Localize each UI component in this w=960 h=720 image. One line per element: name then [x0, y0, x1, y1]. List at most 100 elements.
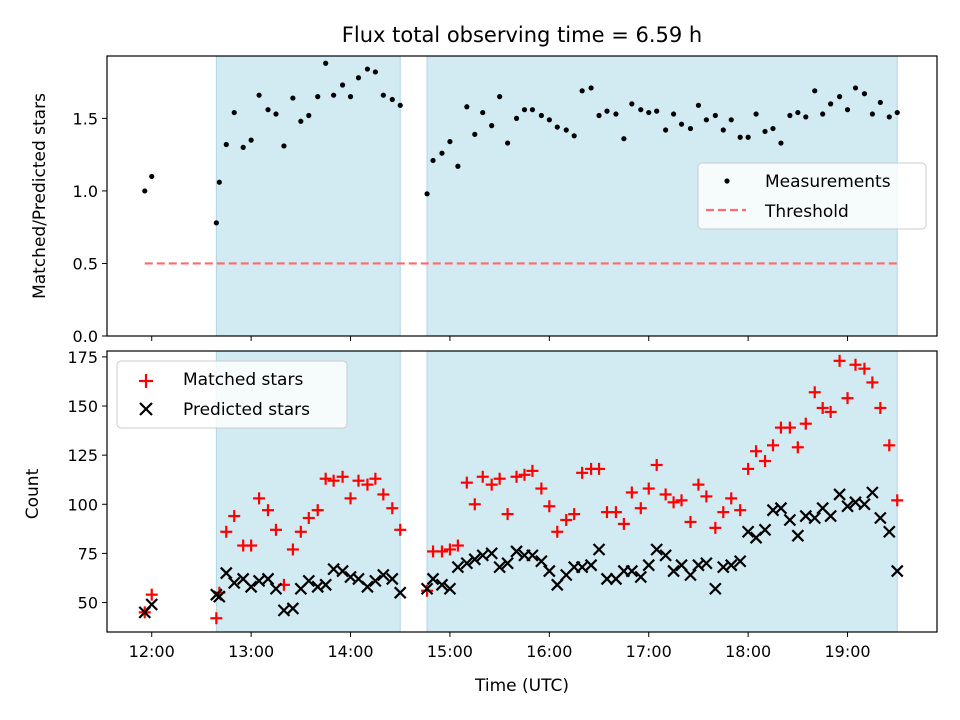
predicted-point-70 — [783, 513, 797, 527]
matched-point-5 — [228, 510, 241, 523]
matched-point-26 — [421, 584, 434, 597]
predicted-point-73 — [808, 511, 822, 525]
measurement-point-7 — [248, 137, 254, 143]
measurement-point-53 — [646, 109, 652, 116]
measurement-point-15 — [315, 94, 321, 100]
x-tick-label-4: 16:00 — [526, 642, 572, 661]
matched-point-68 — [766, 439, 779, 452]
matched-point-28 — [435, 545, 448, 558]
y-tick-label-1: 75 — [78, 544, 98, 563]
matched-point-59 — [692, 478, 705, 491]
matched-point-72 — [799, 417, 812, 430]
matched-point-63 — [725, 492, 738, 505]
matched-point-56 — [667, 496, 680, 509]
measurement-point-32 — [472, 131, 478, 137]
matched-point-40 — [535, 482, 548, 495]
predicted-point-37 — [510, 545, 523, 558]
legend-threshold-label: Threshold — [764, 202, 849, 222]
predicted-point-67 — [758, 523, 772, 537]
measurement-point-81 — [877, 99, 883, 106]
predicted-point-46 — [584, 558, 598, 572]
matched-point-74 — [816, 401, 829, 414]
matched-point-31 — [460, 476, 473, 489]
measurement-point-26 — [424, 191, 430, 197]
measurement-point-77 — [844, 107, 851, 113]
matched-point-53 — [642, 482, 655, 495]
y-tick-label-1: 0.5 — [73, 254, 98, 273]
predicted-point-9 — [261, 572, 275, 586]
top-y-ticks: 0.0 0.5 1.0 1.5 — [73, 109, 107, 346]
matched-point-61 — [709, 521, 722, 534]
matched-point-37 — [510, 470, 523, 483]
matched-point-19 — [344, 492, 357, 505]
measurement-point-9 — [265, 107, 271, 113]
measurement-point-3 — [216, 179, 222, 185]
predicted-point-26 — [420, 582, 434, 596]
matched-point-81 — [874, 401, 887, 414]
measurement-point-73 — [812, 88, 818, 94]
matched-point-80 — [866, 376, 879, 389]
matched-point-1 — [145, 588, 158, 601]
matched-point-45 — [576, 466, 589, 479]
bottom-y-axis-label: Count — [23, 468, 43, 519]
matched-point-22 — [369, 472, 382, 485]
x-tick-label-2: 14:00 — [327, 642, 373, 661]
predicted-point-7 — [244, 580, 258, 594]
predicted-point-54 — [650, 543, 663, 556]
measurement-point-49 — [613, 111, 619, 117]
predicted-point-64 — [733, 554, 747, 568]
predicted-point-10 — [269, 582, 283, 596]
measurement-point-72 — [803, 114, 809, 120]
predicted-point-34 — [485, 547, 498, 560]
measurement-point-43 — [563, 127, 569, 133]
y-tick-label-2: 1.0 — [73, 182, 98, 201]
predicted-point-40 — [535, 554, 548, 568]
measurement-point-28 — [439, 150, 445, 156]
top-x-ticks — [151, 336, 849, 341]
predicted-point-76 — [833, 488, 846, 501]
bottom-panel-counts: 50 75 100 125 150 175 12:00 13:00 14:00 15:00 16:… — [23, 348, 938, 661]
predicted-point-80 — [866, 486, 879, 499]
matched-point-8 — [253, 492, 266, 505]
predicted-point-82 — [883, 525, 896, 539]
matched-point-32 — [468, 498, 481, 511]
measurement-point-27 — [430, 157, 436, 164]
measurement-point-46 — [588, 85, 594, 91]
x-tick-label-6: 18:00 — [725, 642, 771, 661]
predicted-point-27 — [426, 572, 440, 586]
predicted-point-55 — [659, 549, 672, 562]
predicted-point-57 — [675, 558, 688, 572]
measurement-point-38 — [521, 107, 528, 113]
predicted-point-69 — [774, 501, 788, 515]
measurement-point-29 — [447, 138, 453, 145]
predicted-point-41 — [543, 564, 556, 578]
matched-point-67 — [759, 455, 772, 468]
matched-point-75 — [824, 405, 837, 418]
bottom-y-ticks: 50 75 100 125 150 175 — [67, 348, 107, 613]
observing-window-2 — [426, 350, 898, 633]
matched-point-42 — [551, 525, 564, 538]
x-tick-label-1: 13:00 — [228, 642, 274, 661]
predicted-point-29 — [443, 582, 457, 596]
bottom-x-ticks: 12:00 13:00 14:00 15:00 16:00 17:00 18:00 19:00 — [129, 632, 871, 661]
y-tick-label-3: 125 — [67, 446, 98, 465]
predicted-point-30 — [451, 560, 465, 574]
measurement-point-50 — [621, 136, 627, 142]
predicted-point-32 — [468, 553, 482, 566]
matched-point-24 — [386, 502, 399, 515]
predicted-point-79 — [858, 497, 871, 511]
bottom-plot-frame — [106, 350, 938, 633]
y-tick-label-3: 1.5 — [73, 109, 98, 128]
measurement-point-25 — [397, 102, 403, 108]
matched-point-29 — [443, 543, 456, 556]
matched-point-47 — [593, 462, 606, 475]
measurement-point-70 — [787, 112, 793, 119]
matched-point-43 — [560, 513, 573, 526]
measurement-point-74 — [820, 111, 826, 117]
matched-point-39 — [526, 464, 539, 477]
predicted-point-65 — [741, 525, 755, 539]
predicted-point-36 — [501, 556, 514, 570]
measurement-point-69 — [778, 140, 784, 146]
count-points — [138, 354, 904, 625]
measurement-point-2 — [213, 220, 219, 226]
